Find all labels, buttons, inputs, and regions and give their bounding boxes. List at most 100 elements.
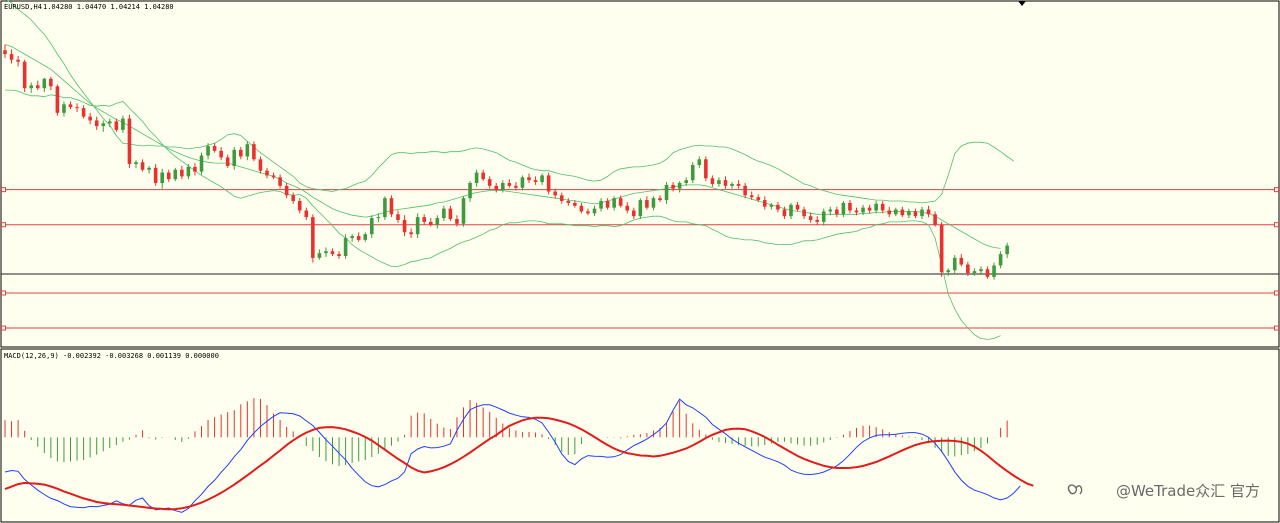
candle — [743, 183, 747, 199]
shift-marker-icon[interactable] — [1018, 1, 1026, 6]
candle — [632, 207, 636, 220]
candle — [808, 212, 813, 223]
candle — [127, 114, 132, 168]
level-handle-right[interactable] — [1274, 290, 1279, 296]
candle — [389, 195, 394, 218]
candle — [291, 192, 295, 204]
candle — [907, 208, 911, 219]
candle — [776, 201, 780, 213]
candle — [835, 206, 839, 218]
price-panel-frame — [0, 0, 1280, 348]
level-handle-right[interactable] — [1274, 325, 1279, 331]
candle — [749, 191, 754, 201]
candle — [880, 201, 885, 214]
signal-line — [4, 416, 1034, 511]
candle — [821, 208, 826, 226]
candle — [487, 176, 492, 189]
candle — [180, 165, 184, 180]
level-handle-right[interactable] — [1274, 187, 1279, 193]
candle — [979, 266, 983, 275]
candle — [795, 201, 800, 212]
candle — [1005, 242, 1009, 258]
candle — [147, 165, 151, 174]
candle — [455, 215, 459, 227]
level-handle-left[interactable] — [1, 187, 6, 193]
candle — [383, 196, 387, 220]
candle — [533, 176, 538, 185]
candle — [756, 194, 761, 202]
candle — [815, 216, 819, 225]
candle — [324, 247, 328, 257]
candle — [232, 146, 237, 170]
candle — [540, 173, 544, 185]
candle — [22, 59, 27, 93]
level-handle-left[interactable] — [1, 290, 6, 296]
candle — [848, 200, 852, 214]
candle — [966, 261, 970, 276]
candle — [618, 195, 623, 208]
candle — [330, 248, 335, 256]
candle — [396, 210, 400, 223]
candle — [193, 163, 197, 176]
level-handle-left[interactable] — [1, 325, 6, 331]
macd-panel-frame — [0, 348, 1280, 523]
candle — [723, 176, 728, 189]
candle — [474, 169, 479, 187]
candle — [114, 118, 119, 132]
macd-line — [4, 398, 1021, 513]
candle — [566, 198, 571, 206]
candle — [501, 180, 505, 193]
candle — [153, 164, 158, 186]
candle — [435, 215, 440, 229]
candle — [121, 115, 125, 133]
candle — [671, 182, 675, 192]
candle — [507, 179, 512, 188]
candle — [258, 156, 263, 174]
candle — [206, 143, 210, 160]
candle — [442, 205, 446, 221]
candle — [16, 55, 20, 67]
candle — [304, 207, 309, 220]
candle — [363, 232, 368, 242]
chart-header-ohlc: 1.04280 1.04470 1.04214 1.04280 — [43, 3, 174, 11]
candle — [658, 195, 662, 202]
level-handle-left[interactable] — [1, 222, 6, 228]
candle — [802, 206, 806, 220]
candle — [225, 154, 230, 168]
level-handle-right[interactable] — [1274, 222, 1279, 228]
candle — [599, 198, 603, 212]
candle — [402, 215, 407, 237]
candle — [645, 196, 649, 210]
candle — [625, 201, 630, 214]
candle — [612, 196, 616, 211]
candle — [461, 196, 466, 227]
candle — [638, 198, 643, 220]
candle — [370, 215, 374, 238]
candle — [481, 169, 485, 182]
candle — [959, 254, 964, 267]
candle — [199, 152, 204, 175]
bollinger-upper-band — [5, 0, 1014, 204]
candle — [690, 162, 695, 184]
candle — [573, 200, 577, 208]
horizontal-levels[interactable] — [1, 187, 1279, 331]
macd-histogram — [4, 398, 1008, 466]
candle — [278, 174, 282, 189]
candle — [520, 175, 525, 191]
candle — [677, 181, 682, 193]
candle — [887, 206, 892, 218]
candle — [586, 208, 590, 216]
candlestick-series — [3, 44, 1009, 280]
candle — [736, 180, 741, 189]
candle — [81, 105, 86, 119]
candle — [828, 206, 833, 216]
candle — [841, 201, 846, 218]
candle — [239, 146, 243, 160]
candle — [972, 268, 977, 276]
candle — [933, 211, 937, 227]
candle — [337, 251, 341, 259]
candle — [697, 156, 702, 168]
candle — [763, 196, 767, 210]
candle — [94, 116, 99, 130]
